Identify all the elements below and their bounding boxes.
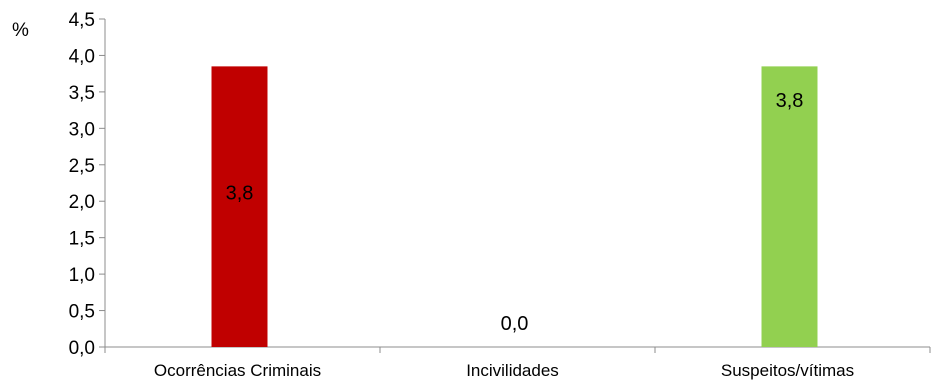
y-tick-label: 1,0 [69, 265, 95, 286]
y-tick-label: 3,5 [69, 83, 95, 104]
y-tick-label: 4,5 [69, 10, 95, 31]
y-unit-label: % [12, 20, 29, 41]
y-axis: 0,0 0,5 1,0 1,5 2,0 2,5 3,0 3,5 4,0 4,5 [69, 10, 106, 359]
data-label: 0,0 [501, 313, 529, 335]
x-axis: Ocorrências Criminais Incivilidades Suspei… [104, 346, 931, 380]
y-tick-label: 0,5 [69, 302, 95, 323]
x-category-label: Ocorrências Criminais [154, 361, 321, 380]
y-tick-label: 4,0 [69, 46, 95, 67]
data-label: 3,8 [776, 90, 804, 112]
x-category-label: Incivilidades [466, 361, 559, 380]
y-tick-label: 3,0 [69, 119, 95, 140]
x-category-label: Suspeitos/vítimas [721, 361, 854, 380]
y-tick-label: 0,0 [69, 338, 95, 359]
bar [761, 66, 818, 347]
data-label: 3,8 [226, 183, 254, 205]
data-labels: 3,8 0,0 3,8 [226, 90, 804, 335]
bar [211, 66, 268, 347]
bars [211, 66, 818, 347]
y-tick-label: 2,5 [69, 156, 95, 177]
y-tick-label: 2,0 [69, 192, 95, 213]
y-tick-label: 1,5 [69, 229, 95, 250]
